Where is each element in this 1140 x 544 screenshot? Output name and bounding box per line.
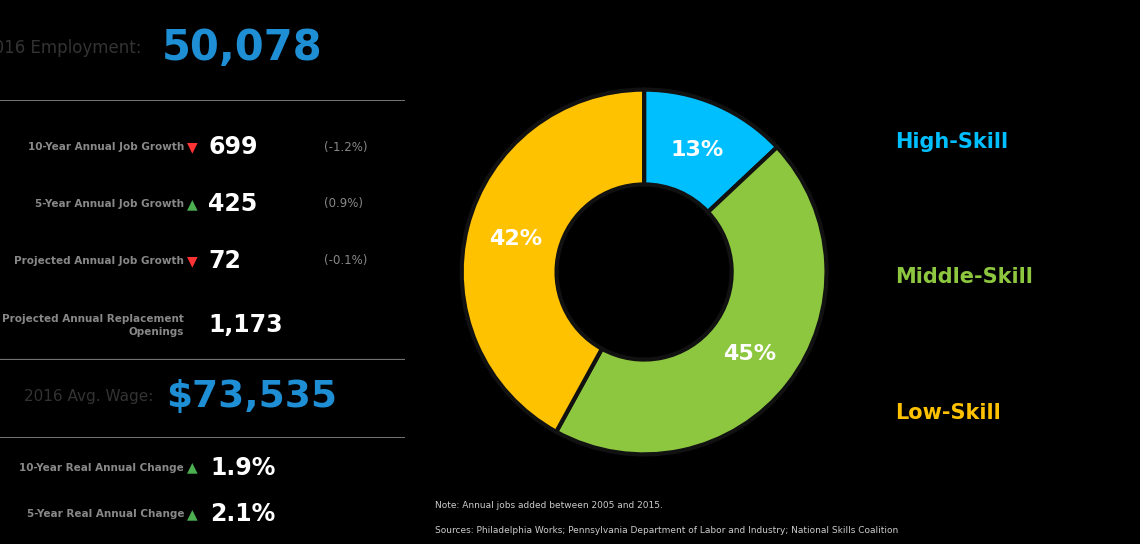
Text: 13%: 13% <box>670 140 724 160</box>
Text: 2016 Employment:: 2016 Employment: <box>0 39 141 57</box>
Text: 45%: 45% <box>723 344 776 363</box>
Text: ▲: ▲ <box>187 461 197 474</box>
Text: ▲: ▲ <box>187 508 197 521</box>
Text: Projected Annual Job Growth: Projected Annual Job Growth <box>15 256 185 266</box>
Text: 10-Year Annual Job Growth: 10-Year Annual Job Growth <box>27 142 185 152</box>
Text: ▲: ▲ <box>187 197 197 211</box>
Text: ▼: ▼ <box>187 254 197 268</box>
Text: Low-Skill: Low-Skill <box>895 403 1001 423</box>
Text: 425: 425 <box>209 192 258 216</box>
Text: 10-Year Real Annual Change: 10-Year Real Annual Change <box>19 462 185 473</box>
Text: 42%: 42% <box>489 229 542 249</box>
Text: Middle-Skill: Middle-Skill <box>895 268 1033 287</box>
Text: 72: 72 <box>209 249 242 273</box>
Text: 1.9%: 1.9% <box>211 456 276 480</box>
Text: High-Skill: High-Skill <box>895 132 1008 152</box>
Text: Projected Annual Replacement
Openings: Projected Annual Replacement Openings <box>2 314 185 337</box>
Text: 699: 699 <box>209 135 258 159</box>
Text: 50,078: 50,078 <box>162 27 323 69</box>
Text: 2.1%: 2.1% <box>211 502 276 526</box>
Text: ▼: ▼ <box>187 140 197 154</box>
Wedge shape <box>462 90 644 432</box>
Text: Sources: Philadelphia Works; Pennsylvania Department of Labor and Industry; Nati: Sources: Philadelphia Works; Pennsylvani… <box>434 526 898 535</box>
Text: (-0.1%): (-0.1%) <box>324 255 367 267</box>
Text: $73,535: $73,535 <box>166 379 337 415</box>
Text: 5-Year Annual Job Growth: 5-Year Annual Job Growth <box>35 199 185 209</box>
Text: (0.9%): (0.9%) <box>324 197 363 211</box>
Text: 1,173: 1,173 <box>209 313 283 337</box>
Wedge shape <box>556 147 826 454</box>
Text: Note: Annual jobs added between 2005 and 2015.: Note: Annual jobs added between 2005 and… <box>434 502 662 510</box>
Text: 5-Year Real Annual Change: 5-Year Real Annual Change <box>26 509 185 520</box>
Wedge shape <box>644 90 777 212</box>
Text: (-1.2%): (-1.2%) <box>324 141 367 153</box>
Text: 2016 Avg. Wage:: 2016 Avg. Wage: <box>24 390 154 404</box>
